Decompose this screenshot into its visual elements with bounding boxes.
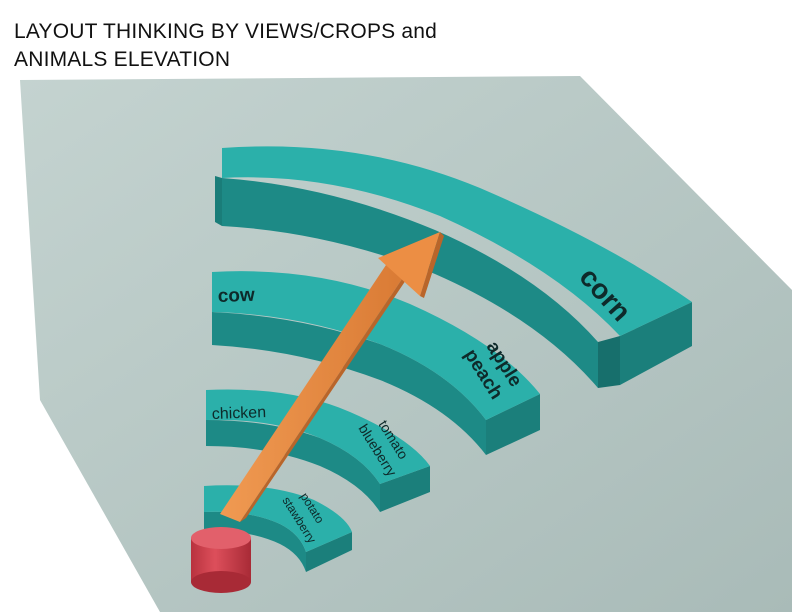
label-chicken: chicken (212, 404, 267, 423)
title-line-1: LAYOUT THINKING BY VIEWS/CROPS and (14, 20, 438, 43)
origin-cylinder (191, 527, 251, 593)
label-cow: cow (217, 285, 255, 307)
page-title: LAYOUT THINKING BY VIEWS/CROPS and ANIMA… (14, 18, 437, 74)
ring-4 (215, 146, 692, 388)
direction-arrow (220, 232, 444, 522)
ring-3 (212, 271, 540, 455)
ring-2 (206, 389, 430, 512)
title-line-2: ANIMALS ELEVATION (14, 48, 231, 71)
